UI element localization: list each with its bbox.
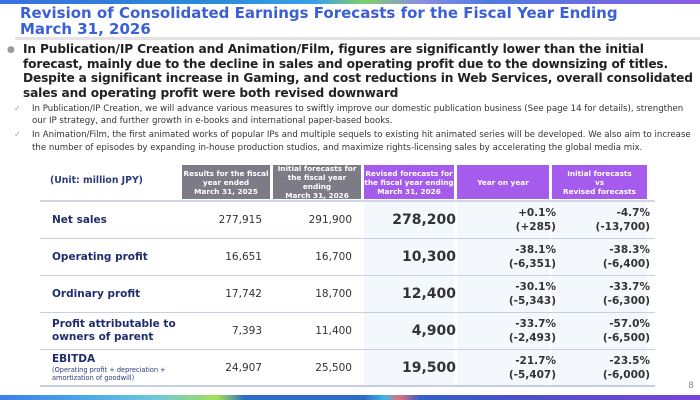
initial-2026-value: 25,500 [315,361,352,374]
revised-2026-value: 19,500 [401,359,456,376]
initial-vs-revised-value: -23.5% (-6,000) [562,350,650,385]
sub-bullet-list: ✓ In Publication/IP Creation, we will ad… [8,103,698,156]
table-row: Profit attributable to owners of parent 7… [40,313,655,350]
initial-vs-revised-value: -57.0% (-6,500) [562,313,650,349]
checkmark-icon: ✓ [14,104,21,113]
row-sublabel: (Operating profit + depreciation + amort… [52,365,166,383]
sub-bullet: ✓ In Publication/IP Creation, we will ad… [8,103,698,127]
results-2025-value: 7,393 [231,325,262,337]
initial-2026-value: 291,900 [308,214,352,226]
results-2025-value: 17,742 [225,288,262,300]
header-revised-2026: Revised forecasts for the fiscal year end… [364,165,454,199]
ivr-percent: -4.7% [616,207,650,219]
ivr-amount: (-6,400) [602,258,650,270]
results-2025-value: 24,907 [225,361,262,374]
revised-2026-value: 10,300 [401,249,456,265]
header-divider [40,200,655,202]
yoy-percent: -21.7% [515,354,556,367]
ivr-percent: -23.5% [609,354,650,367]
ivr-amount: (-6,000) [602,368,650,381]
row-label: EBITDA (Operating profit + depreciation +… [52,350,192,385]
revised-column-shade [364,202,454,387]
revised-2026-value: 12,400 [401,286,456,302]
bullet-dot-icon: ● [7,45,15,55]
yoy-column-shade [457,202,549,387]
checkmark-icon: ✓ [14,130,21,140]
table-row: Operating profit 16,651 16,700 10,300 -38.1%… [40,239,655,276]
yoy-percent: +0.1% [518,207,556,219]
ivr-percent: -57.0% [609,318,650,330]
ivr-percent: -38.3% [609,244,650,256]
row-label: Ordinary profit [52,287,141,300]
revised-2026-value: 4,900 [411,323,456,339]
table-row: Ordinary profit 17,742 18,700 12,400 -30.1% (… [40,276,655,313]
top-decorative-bar [0,0,700,4]
page-number: 8 [688,381,694,391]
yoy-amount: (-2,493) [508,332,556,344]
yoy-value: -33.7% (-2,493) [468,313,556,349]
row-label: Profit attributable to owners of parent [52,318,176,343]
table-row: Net sales 277,915 291,900 278,200 +0.1% (+285… [40,202,655,239]
table-row: EBITDA (Operating profit + depreciation +… [40,350,655,387]
yoy-percent: -33.7% [515,318,556,330]
header-results-2025: Results for the fiscal year ended March 31… [182,165,270,199]
bottom-decorative-bar [0,395,700,400]
ivr-amount: (-6,500) [602,332,650,344]
yoy-amount: (-6,351) [508,258,556,270]
header-year-on-year: Year on year [457,165,549,199]
main-bullet-line-2: Despite a significant increase in Gaming… [23,71,693,100]
results-2025-value: 277,915 [218,214,262,226]
ivr-amount: (-6,300) [602,295,650,307]
initial-2026-value: 16,700 [315,251,352,263]
ivr-percent: -33.7% [609,281,650,293]
yoy-value: -21.7% (-5,407) [468,350,556,385]
yoy-value: -38.1% (-6,351) [468,239,556,275]
row-label: Net sales [52,213,107,226]
yoy-percent: -30.1% [515,281,556,293]
initial-vs-revised-value: -38.3% (-6,400) [562,239,650,275]
ivr-amount: (-13,700) [595,221,650,233]
main-bullet: ● In Publication/IP Creation and Animati… [5,42,695,100]
yoy-amount: (+285) [515,221,556,233]
header-initial-2026: Initial forecasts for the fiscal year end… [273,164,361,200]
sub-bullet: ✓ In Animation/Film, the first animated … [8,129,698,153]
initial-vs-revised-value: -33.7% (-6,300) [562,276,650,312]
main-bullet-line-1: In Publication/IP Creation and Animation… [23,42,669,71]
slide-title: Revision of Consolidated Earnings Foreca… [20,4,618,38]
ivr-column-shade [552,202,647,387]
yoy-value: +0.1% (+285) [468,202,556,238]
yoy-amount: (-5,343) [508,295,556,307]
yoy-value: -30.1% (-5,343) [468,276,556,312]
initial-2026-value: 18,700 [315,288,352,300]
header-initial-vs-revised: Initial forecasts vs Revised forecasts [552,165,647,199]
results-2025-value: 16,651 [225,251,262,263]
yoy-amount: (-5,407) [508,368,556,381]
title-underline [15,37,700,40]
initial-vs-revised-value: -4.7% (-13,700) [562,202,650,238]
yoy-percent: -38.1% [515,244,556,256]
unit-label: (Unit: million JPY) [50,175,143,186]
initial-2026-value: 11,400 [315,325,352,337]
row-label: Operating profit [52,250,148,263]
revised-2026-value: 278,200 [392,212,456,228]
